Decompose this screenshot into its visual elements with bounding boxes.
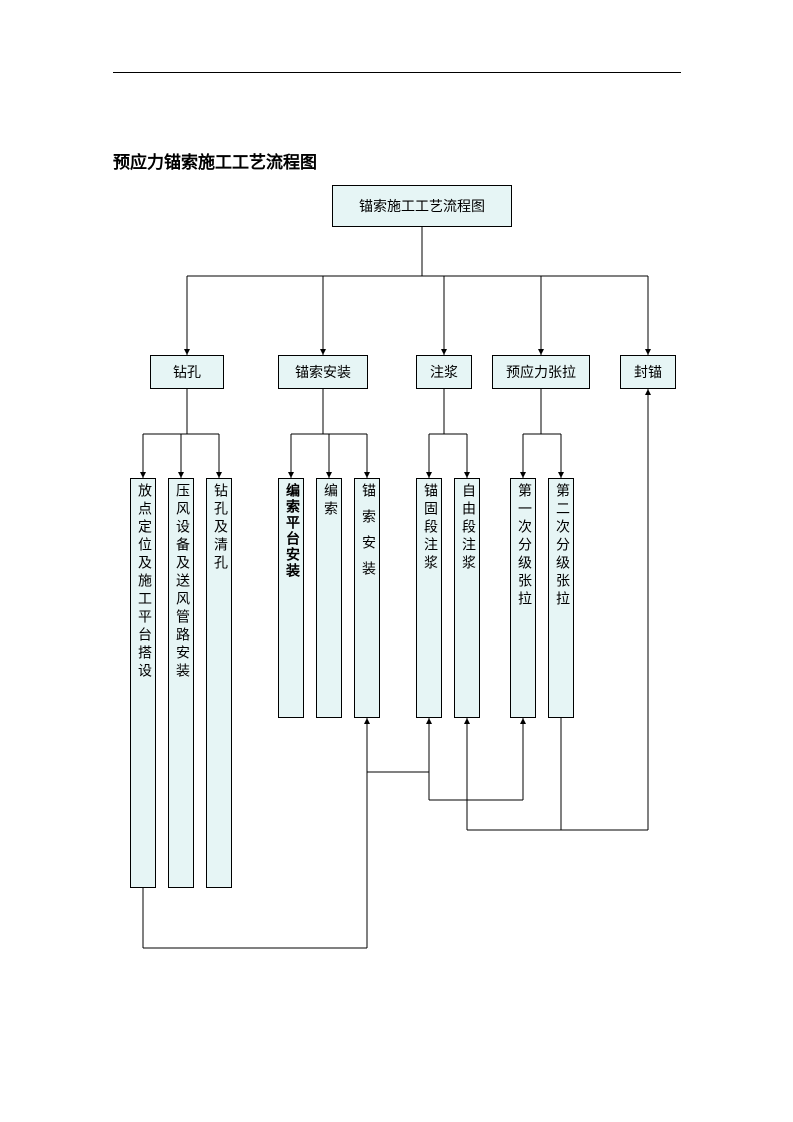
node-root: 锚索施工工艺流程图	[332, 185, 512, 227]
node-a1: 编索平台安装	[278, 478, 304, 718]
node-a3-label: 锚索安装	[360, 483, 374, 587]
node-t2: 第二次分级张拉	[548, 478, 574, 718]
node-d1: 放点定位及施工平台搭设	[130, 478, 156, 888]
node-d3-label: 钻孔及清孔	[212, 483, 226, 573]
node-g2-label: 自由段注浆	[460, 483, 474, 573]
node-drilling: 钻孔	[150, 355, 224, 389]
node-t1-label: 第一次分级张拉	[516, 483, 530, 609]
node-tensioning: 预应力张拉	[492, 355, 590, 389]
node-a3: 锚索安装	[354, 478, 380, 718]
node-d1-label: 放点定位及施工平台搭设	[136, 483, 150, 681]
node-a1-label: 编索平台安装	[284, 483, 298, 579]
node-sealing: 封锚	[620, 355, 676, 389]
node-d2: 压风设备及送风管路安装	[168, 478, 194, 888]
node-d2-label: 压风设备及送风管路安装	[174, 483, 188, 681]
node-anchor-install: 锚索安装	[278, 355, 368, 389]
node-g2: 自由段注浆	[454, 478, 480, 718]
page: 预应力锚索施工工艺流程图 锚索施工工艺流程图 钻孔 锚索安装 注浆 预应力张拉 …	[0, 0, 793, 1122]
node-grouting: 注浆	[416, 355, 472, 389]
node-a2: 编索	[316, 478, 342, 718]
node-t2-label: 第二次分级张拉	[554, 483, 568, 609]
page-title: 预应力锚索施工工艺流程图	[113, 148, 317, 173]
node-g1-label: 锚固段注浆	[422, 483, 436, 573]
node-a2-label: 编索	[322, 483, 336, 519]
page-header-rule	[113, 72, 681, 73]
node-g1: 锚固段注浆	[416, 478, 442, 718]
node-d3: 钻孔及清孔	[206, 478, 232, 888]
node-t1: 第一次分级张拉	[510, 478, 536, 718]
